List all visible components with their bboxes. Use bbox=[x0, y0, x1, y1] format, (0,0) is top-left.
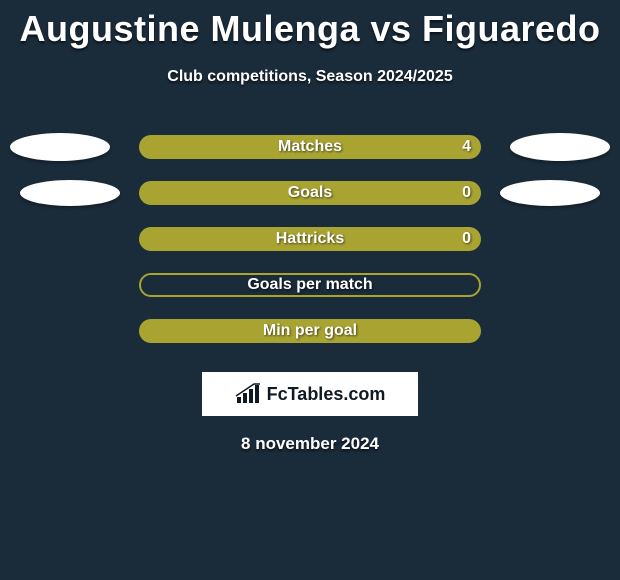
fctables-logo-link[interactable]: FcTables.com bbox=[202, 372, 418, 416]
stat-value: 0 bbox=[462, 184, 471, 202]
player-left-avatar bbox=[10, 133, 110, 161]
stat-bar: Hattricks 0 bbox=[139, 227, 481, 251]
bar-chart-icon bbox=[235, 383, 261, 405]
page-title: Augustine Mulenga vs Figuaredo bbox=[19, 8, 600, 50]
stat-label: Matches bbox=[139, 138, 481, 156]
player-right-avatar bbox=[500, 180, 600, 206]
stat-label: Goals bbox=[139, 184, 481, 202]
stat-row-goals-per-match: Goals per match bbox=[0, 262, 620, 308]
stat-row-hattricks: Hattricks 0 bbox=[0, 216, 620, 262]
stat-bar: Goals 0 bbox=[139, 181, 481, 205]
stat-bar: Goals per match bbox=[139, 273, 481, 297]
player-left-avatar bbox=[20, 180, 120, 206]
stat-value: 4 bbox=[462, 138, 471, 156]
stat-row-matches: Matches 4 bbox=[0, 124, 620, 170]
stat-row-min-per-goal: Min per goal bbox=[0, 308, 620, 354]
stat-label: Goals per match bbox=[141, 276, 479, 294]
stat-label: Hattricks bbox=[139, 230, 481, 248]
player-right-avatar bbox=[510, 133, 610, 161]
stats-rows: Matches 4 Goals 0 Hattricks 0 Goals per … bbox=[0, 124, 620, 354]
stat-bar: Matches 4 bbox=[139, 135, 481, 159]
date-label: 8 november 2024 bbox=[241, 434, 379, 454]
stat-value: 0 bbox=[462, 230, 471, 248]
stat-label: Min per goal bbox=[139, 322, 481, 340]
stat-bar: Min per goal bbox=[139, 319, 481, 343]
stat-row-goals: Goals 0 bbox=[0, 170, 620, 216]
subtitle: Club competitions, Season 2024/2025 bbox=[167, 68, 452, 86]
logo-text: FcTables.com bbox=[267, 384, 386, 405]
